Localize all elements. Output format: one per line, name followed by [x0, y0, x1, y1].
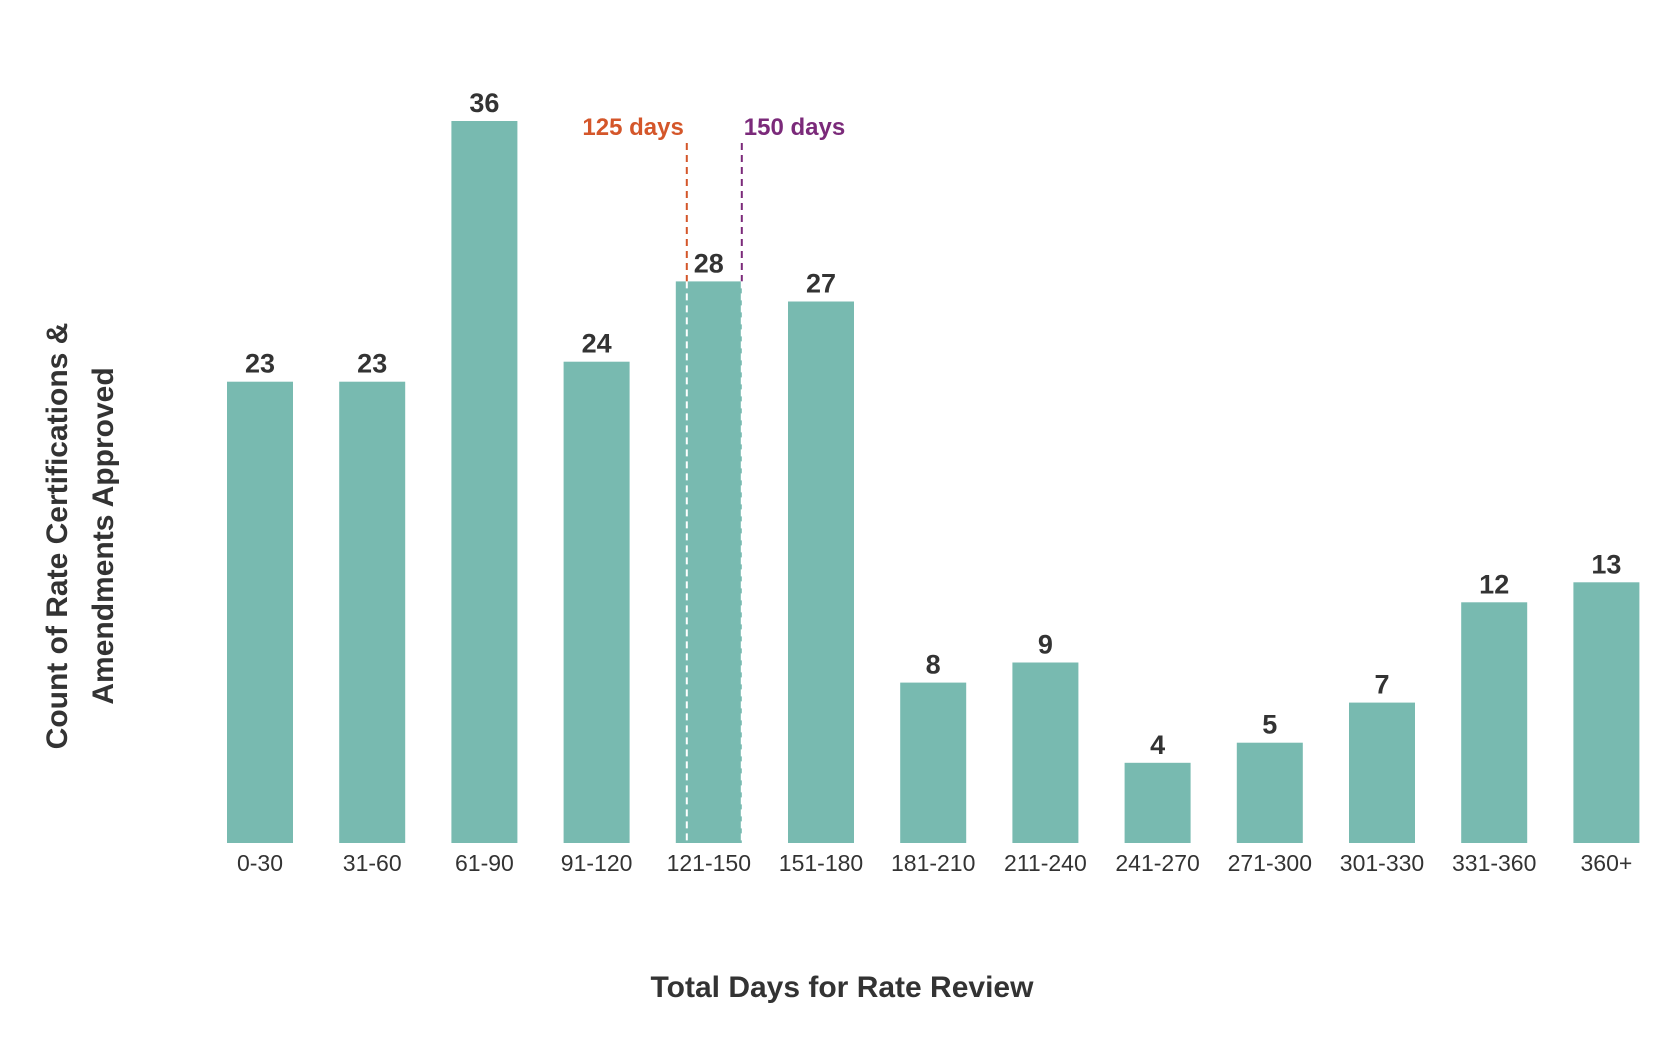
bar-271-300	[1236, 742, 1303, 843]
bar-241-270	[1124, 762, 1191, 843]
y-axis-title: Count of Rate Certifications & Amendment…	[41, 323, 120, 750]
bar-181-210	[900, 682, 967, 843]
value-label-31-60: 23	[357, 349, 387, 379]
x-tick-91-120: 91-120	[561, 850, 633, 876]
bar-331-360	[1461, 602, 1528, 843]
value-label-121-150: 28	[694, 248, 724, 278]
value-label-181-210: 8	[926, 650, 941, 680]
x-axis-title: Total Days for Rate Review	[651, 971, 1035, 1004]
x-tick-61-90: 61-90	[455, 850, 514, 876]
x-tick-331-360: 331-360	[1452, 850, 1536, 876]
value-label-301-330: 7	[1374, 670, 1389, 700]
value-label-0-30: 23	[245, 349, 275, 379]
reference-label-150: 150 days	[744, 114, 845, 141]
bar-360+	[1573, 582, 1640, 843]
value-label-211-240: 9	[1038, 630, 1053, 660]
bar-121-150	[675, 281, 742, 843]
bar-301-330	[1349, 702, 1415, 843]
value-label-271-300: 5	[1262, 710, 1277, 740]
x-tick-271-300: 271-300	[1228, 850, 1312, 876]
bar-211-240	[1012, 662, 1079, 843]
bar-91-120	[563, 361, 630, 843]
x-tick-121-150: 121-150	[667, 850, 751, 876]
x-tick-0-30: 0-30	[237, 850, 283, 876]
bar-0-30	[227, 381, 293, 843]
value-label-241-270: 4	[1150, 730, 1165, 760]
bar-31-60	[339, 381, 406, 843]
value-label-91-120: 24	[582, 329, 612, 359]
bars-layer	[227, 121, 1640, 843]
x-tick-151-180: 151-180	[779, 850, 863, 876]
bar-61-90	[451, 121, 518, 843]
x-tick-31-60: 31-60	[343, 850, 402, 876]
x-tick-301-330: 301-330	[1340, 850, 1424, 876]
x-tick-labels: 0-30 31-60 61-90 91-120 121-150 151-180 181-21…	[237, 850, 1632, 876]
x-tick-360+: 360+	[1580, 850, 1632, 876]
x-tick-211-240: 211-240	[1004, 850, 1087, 876]
y-axis-title-line-1: Count of Rate Certifications &	[41, 323, 74, 750]
reference-lines: 125 days 150 days	[582, 114, 845, 843]
y-axis-title-line-2: Amendments Approved	[87, 367, 120, 704]
value-label-331-360: 12	[1479, 569, 1509, 599]
value-label-61-90: 36	[469, 88, 499, 118]
x-tick-241-270: 241-270	[1115, 850, 1199, 876]
value-label-360+: 13	[1591, 549, 1621, 579]
reference-label-125: 125 days	[582, 114, 683, 141]
value-label-151-180: 27	[806, 269, 836, 299]
x-tick-181-210: 181-210	[891, 850, 975, 876]
value-labels-layer: 23 23 36 24 28 27 8 9 4 5 7 12 13	[245, 88, 1621, 760]
bar-151-180	[788, 301, 854, 843]
